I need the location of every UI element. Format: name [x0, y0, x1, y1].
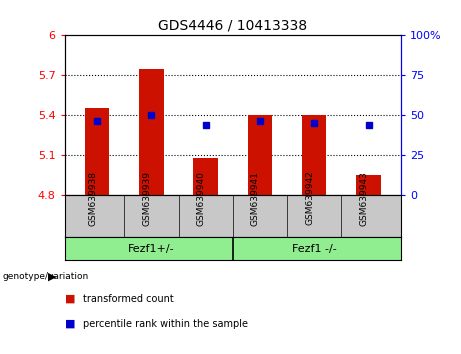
Bar	[356, 175, 381, 195]
Text: genotype/variation: genotype/variation	[2, 272, 89, 281]
Bar	[248, 115, 272, 195]
Text: ■: ■	[65, 319, 75, 329]
Title: GDS4446 / 10413338: GDS4446 / 10413338	[158, 19, 307, 33]
Bar	[85, 108, 109, 195]
Text: percentile rank within the sample: percentile rank within the sample	[83, 319, 248, 329]
Text: transformed count: transformed count	[83, 294, 174, 304]
Text: ▶: ▶	[48, 272, 57, 282]
Text: GSM639939: GSM639939	[142, 171, 151, 225]
Bar	[302, 115, 326, 195]
Text: GSM639938: GSM639938	[88, 171, 97, 225]
Bar	[194, 158, 218, 195]
Bar	[139, 69, 164, 195]
Text: Fezf1 -/-: Fezf1 -/-	[292, 244, 337, 254]
Text: GSM639941: GSM639941	[251, 171, 260, 225]
Text: GSM639943: GSM639943	[360, 171, 368, 225]
Text: ■: ■	[65, 294, 75, 304]
Text: GSM639940: GSM639940	[197, 171, 206, 225]
Text: Fezf1+/-: Fezf1+/-	[128, 244, 175, 254]
Text: GSM639942: GSM639942	[305, 171, 314, 225]
